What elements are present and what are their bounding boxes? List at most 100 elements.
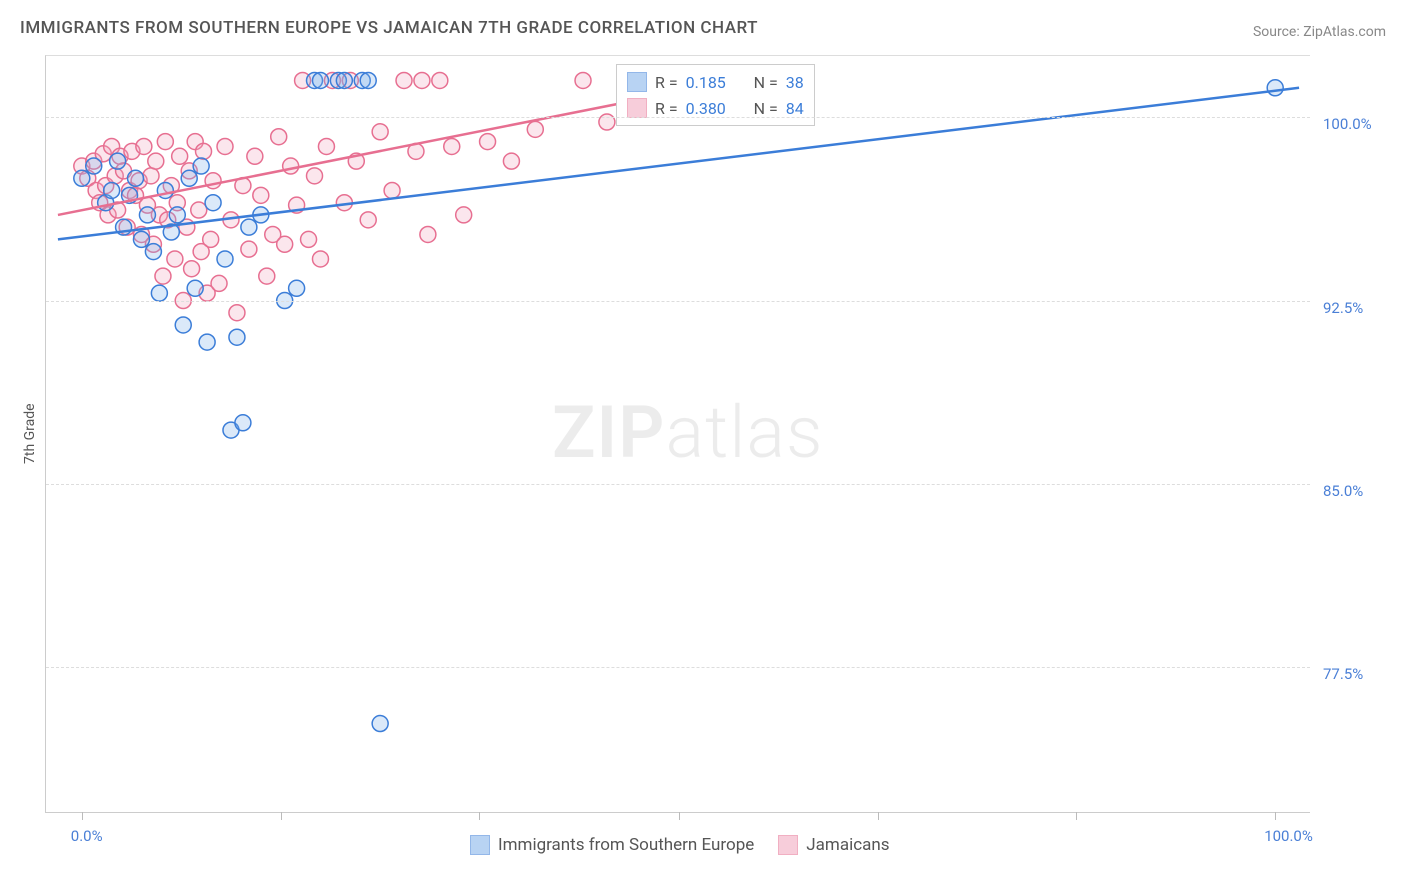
- scatter-point-pink: [312, 251, 328, 267]
- scatter-point-pink: [143, 168, 159, 184]
- scatter-point-pink: [372, 124, 388, 140]
- x-tick-label: 100.0%: [1264, 827, 1313, 845]
- scatter-point-blue: [157, 182, 173, 198]
- scatter-point-pink: [203, 231, 219, 247]
- gridline-h: [46, 667, 1310, 668]
- scatter-point-blue: [139, 207, 155, 223]
- legend-item-pink: Jamaicans: [778, 835, 889, 855]
- scatter-point-pink: [396, 72, 412, 88]
- n-label: N =: [754, 99, 778, 118]
- r-value: 0.185: [686, 73, 746, 92]
- scatter-point-pink: [480, 134, 496, 150]
- x-tick: [878, 812, 879, 820]
- series-legend: Immigrants from Southern Europe Jamaicans: [470, 835, 890, 855]
- scatter-point-blue: [151, 285, 167, 301]
- source-link[interactable]: ZipAtlas.com: [1303, 24, 1386, 40]
- scatter-point-blue: [133, 231, 149, 247]
- r-label: R =: [655, 99, 678, 118]
- scatter-point-blue: [128, 170, 144, 186]
- x-tick: [1076, 812, 1077, 820]
- scatter-point-pink: [259, 268, 275, 284]
- x-tick: [1275, 812, 1276, 820]
- scatter-point-pink: [420, 226, 436, 242]
- scatter-point-blue: [360, 72, 376, 88]
- scatter-point-pink: [229, 305, 245, 321]
- scatter-point-blue: [169, 207, 185, 223]
- legend-item-blue: Immigrants from Southern Europe: [470, 835, 754, 855]
- scatter-point-pink: [211, 275, 227, 291]
- y-tick-label: 77.5%: [1323, 665, 1363, 683]
- scatter-point-pink: [167, 251, 183, 267]
- scatter-point-blue: [235, 415, 251, 431]
- n-label: N =: [754, 73, 778, 92]
- scatter-point-blue: [104, 182, 120, 198]
- x-tick: [82, 812, 83, 820]
- r-label: R =: [655, 73, 678, 92]
- gridline-h: [46, 484, 1310, 485]
- scatter-point-pink: [283, 158, 299, 174]
- x-tick-label: 0.0%: [71, 827, 103, 845]
- scatter-point-pink: [301, 231, 317, 247]
- y-axis-label: 7th Grade: [22, 403, 38, 464]
- scatter-point-blue: [199, 334, 215, 350]
- scatter-point-pink: [575, 72, 591, 88]
- scatter-point-blue: [229, 329, 245, 345]
- scatter-point-pink: [527, 121, 543, 137]
- y-tick-label: 85.0%: [1323, 482, 1363, 500]
- scatter-point-blue: [74, 170, 90, 186]
- legend-swatch: [627, 72, 647, 92]
- scatter-point-pink: [157, 134, 173, 150]
- scatter-point-pink: [307, 168, 323, 184]
- scatter-point-pink: [456, 207, 472, 223]
- scatter-point-pink: [360, 212, 376, 228]
- scatter-point-pink: [136, 138, 152, 154]
- x-tick: [479, 812, 480, 820]
- y-tick-label: 100.0%: [1323, 115, 1372, 133]
- scatter-point-pink: [247, 148, 263, 164]
- x-tick: [281, 812, 282, 820]
- scatter-point-pink: [432, 72, 448, 88]
- scatter-point-blue: [372, 716, 388, 732]
- legend-row-blue: R = 0.185 N = 38: [627, 69, 804, 95]
- scatter-point-pink: [414, 72, 430, 88]
- scatter-plot: ZIPatlas R =0.185N =38R =0.380N =84 77.5…: [45, 55, 1310, 813]
- scatter-point-pink: [155, 268, 171, 284]
- x-tick: [679, 812, 680, 820]
- r-value: 0.380: [686, 99, 746, 118]
- y-tick-label: 92.5%: [1323, 299, 1363, 317]
- scatter-point-blue: [181, 170, 197, 186]
- scatter-point-pink: [318, 138, 334, 154]
- n-value: 38: [786, 73, 804, 92]
- gridline-h: [46, 117, 1310, 118]
- legend-swatch: [627, 98, 647, 118]
- scatter-point-blue: [289, 280, 305, 296]
- scatter-point-blue: [312, 72, 328, 88]
- scatter-point-blue: [217, 251, 233, 267]
- source-label: Source:: [1253, 24, 1300, 40]
- legend-label: Immigrants from Southern Europe: [498, 835, 754, 855]
- legend-swatch: [778, 835, 798, 855]
- source-attribution: Source: ZipAtlas.com: [1253, 24, 1386, 40]
- scatter-point-blue: [205, 195, 221, 211]
- scatter-point-pink: [271, 129, 287, 145]
- scatter-point-blue: [1267, 80, 1283, 96]
- chart-title: IMMIGRANTS FROM SOUTHERN EUROPE VS JAMAI…: [20, 18, 758, 38]
- legend-swatch: [470, 835, 490, 855]
- scatter-point-pink: [184, 261, 200, 277]
- scatter-point-blue: [86, 158, 102, 174]
- scatter-point-pink: [444, 138, 460, 154]
- scatter-point-blue: [110, 153, 126, 169]
- scatter-point-pink: [241, 241, 257, 257]
- scatter-point-blue: [175, 317, 191, 333]
- chart-svg: [46, 56, 1311, 814]
- scatter-point-pink: [253, 187, 269, 203]
- scatter-point-pink: [148, 153, 164, 169]
- scatter-point-blue: [241, 219, 257, 235]
- gridline-h: [46, 301, 1310, 302]
- scatter-point-pink: [277, 236, 293, 252]
- scatter-point-blue: [145, 244, 161, 260]
- scatter-point-pink: [503, 153, 519, 169]
- scatter-point-blue: [336, 72, 352, 88]
- scatter-point-pink: [217, 138, 233, 154]
- scatter-point-pink: [384, 182, 400, 198]
